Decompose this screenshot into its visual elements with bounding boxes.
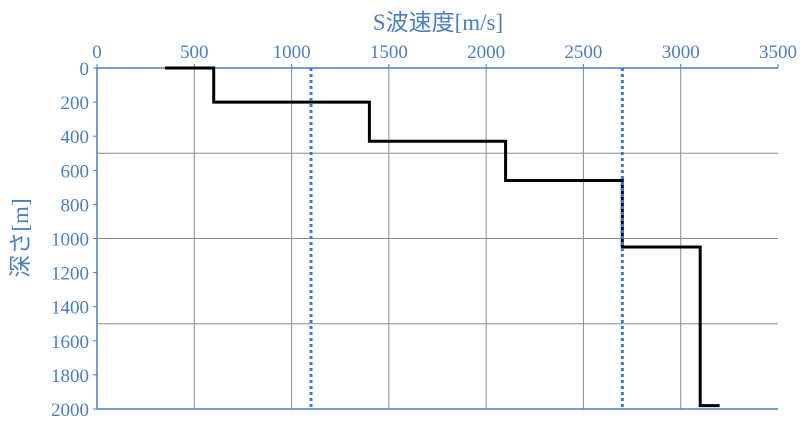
x-tick-label-2000: 2000 — [467, 42, 505, 63]
x-tick-label-500: 500 — [180, 42, 209, 63]
y-tick-label-1000: 1000 — [51, 230, 89, 251]
gridlines — [97, 68, 778, 410]
x-tick-label-1500: 1500 — [370, 42, 408, 63]
x-tick-label-3500: 3500 — [759, 42, 797, 63]
y-tick-label-200: 200 — [61, 93, 90, 114]
y-tick-label-2000: 2000 — [51, 400, 89, 421]
x-tick-label-0: 0 — [92, 42, 102, 63]
y-axis-title: 深さ[m] — [8, 198, 33, 277]
x-tick-label-1000: 1000 — [273, 42, 311, 63]
y-tick-label-1600: 1600 — [51, 332, 89, 353]
y-tick-label-1400: 1400 — [51, 298, 89, 319]
y-tick-label-1800: 1800 — [51, 366, 89, 387]
y-tick-label-0: 0 — [80, 59, 90, 80]
x-axis-title: S波速度[m/s] — [373, 10, 503, 35]
x-tick-label-3000: 3000 — [662, 42, 700, 63]
x-tick-label-2500: 2500 — [564, 42, 602, 63]
y-tick-label-600: 600 — [61, 161, 90, 182]
axes — [93, 64, 779, 410]
series-layer — [165, 66, 720, 409]
y-tick-label-400: 400 — [61, 127, 90, 148]
tick-labels: 0 500 1000 1500 2000 2500 3000 3500 0 200 400 600 80… — [51, 42, 797, 421]
y-tick-label-1200: 1200 — [51, 264, 89, 285]
y-tick-label-800: 800 — [61, 195, 90, 216]
velocity-profile-line — [165, 66, 720, 408]
